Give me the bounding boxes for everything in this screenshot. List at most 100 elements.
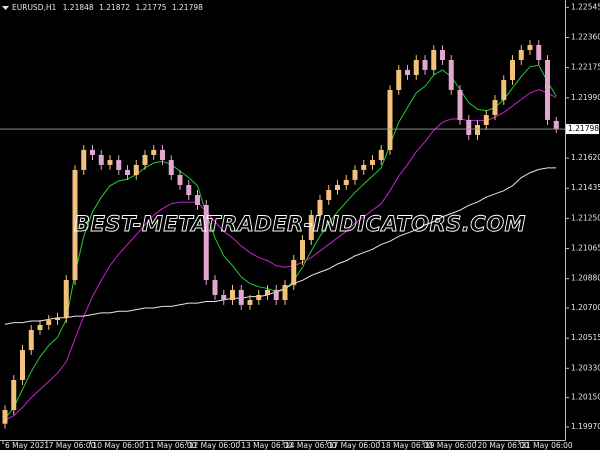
y-tick-label: 1.22545 bbox=[571, 2, 600, 11]
y-tick-label: 1.20330 bbox=[571, 363, 600, 372]
candle-body bbox=[335, 184, 340, 191]
x-tick-label: 11 May 06:00 bbox=[145, 441, 197, 450]
x-tick-label: 13 May 06:00 bbox=[241, 441, 293, 450]
candle-body bbox=[273, 289, 279, 301]
watermark: BEST-METATRADER-INDICATORS.COM bbox=[74, 212, 526, 236]
moving-averages bbox=[4, 64, 557, 421]
candle-body bbox=[265, 289, 270, 295]
y-tick-label: 1.21250 bbox=[571, 213, 600, 222]
candle-body bbox=[177, 175, 183, 185]
candle-body bbox=[300, 240, 305, 260]
x-tick-label: 6 May 2021 bbox=[5, 441, 49, 450]
candle-body bbox=[125, 169, 130, 176]
x-tick-label: 20 May 06:00 bbox=[478, 441, 530, 450]
x-tick-label: 17 May 06:00 bbox=[329, 441, 381, 450]
chart-header: EURUSD,H1 1.21848 1.21872 1.21775 1.2179… bbox=[12, 3, 203, 12]
x-tick-label: 7 May 06:00 bbox=[49, 441, 96, 450]
candle-body bbox=[501, 80, 507, 101]
candle-body bbox=[247, 300, 253, 305]
candle-body bbox=[466, 119, 472, 135]
candle-body bbox=[492, 100, 498, 116]
candle-body bbox=[448, 59, 454, 90]
candle-body bbox=[396, 69, 402, 90]
candle-body bbox=[63, 279, 69, 318]
candle-body bbox=[343, 179, 349, 185]
candle-body bbox=[308, 214, 314, 241]
candle-body bbox=[518, 50, 524, 60]
candle-body bbox=[98, 154, 104, 165]
last-low: 1.21775 bbox=[135, 3, 166, 12]
y-tick-label: 1.20515 bbox=[571, 333, 600, 342]
candle-body bbox=[370, 160, 375, 165]
candle-body bbox=[440, 50, 445, 60]
candle-body bbox=[151, 149, 157, 155]
candle-body bbox=[90, 149, 95, 155]
candle-body bbox=[431, 50, 437, 70]
symbol: EURUSD,H1 bbox=[12, 3, 56, 12]
symbol-icon bbox=[2, 6, 9, 10]
candle-body bbox=[142, 154, 148, 165]
y-tick-label: 1.20880 bbox=[571, 274, 600, 283]
candle-body bbox=[28, 330, 34, 351]
candle-body bbox=[238, 289, 244, 305]
candle-body bbox=[326, 190, 332, 200]
candle-body bbox=[422, 59, 428, 70]
candle-body bbox=[230, 289, 235, 301]
candle-body bbox=[405, 69, 410, 75]
candle-body bbox=[510, 59, 515, 81]
candle-body bbox=[291, 259, 297, 286]
candle-body bbox=[545, 59, 550, 120]
candle-body bbox=[387, 89, 393, 150]
candle-body bbox=[186, 184, 192, 196]
last-open: 1.21848 bbox=[63, 3, 94, 12]
y-tick-label: 1.20700 bbox=[571, 303, 600, 312]
moving-average-line bbox=[4, 64, 557, 420]
candle-body bbox=[317, 199, 323, 215]
candle-body bbox=[55, 317, 60, 321]
candle-body bbox=[256, 294, 262, 301]
current-price-box bbox=[566, 124, 599, 135]
current-price-label: 1.21798 bbox=[568, 124, 599, 133]
y-tick-label: 1.19970 bbox=[571, 422, 600, 431]
candle-body bbox=[72, 169, 78, 280]
candle-body bbox=[195, 195, 200, 206]
y-tick-label: 1.21435 bbox=[571, 183, 600, 192]
x-tick-label: 21 May 06:00 bbox=[521, 441, 573, 450]
candles bbox=[2, 40, 559, 429]
x-tick-label: 12 May 06:00 bbox=[189, 441, 241, 450]
last-high: 1.21872 bbox=[99, 3, 130, 12]
candle-body bbox=[457, 89, 463, 120]
candle-body bbox=[352, 169, 358, 180]
y-tick-label: 1.20150 bbox=[571, 393, 600, 402]
candle-body bbox=[160, 149, 165, 161]
candle-body bbox=[475, 124, 480, 135]
y-tick-label: 1.21620 bbox=[571, 153, 600, 162]
candle-body bbox=[536, 44, 542, 60]
candle-body bbox=[212, 279, 218, 295]
candle-body bbox=[37, 324, 43, 330]
candle-body bbox=[133, 164, 139, 176]
candle-body bbox=[107, 160, 113, 165]
moving-average-line bbox=[4, 89, 557, 421]
candle-body bbox=[378, 149, 384, 161]
x-tick-label: 10 May 06:00 bbox=[93, 441, 145, 450]
candle-body bbox=[553, 120, 559, 130]
y-tick-label: 1.21065 bbox=[571, 244, 600, 253]
y-tick-label: 1.21990 bbox=[571, 93, 600, 102]
y-tick-label: 1.22175 bbox=[571, 63, 600, 72]
candle-body bbox=[116, 160, 122, 170]
candle-body bbox=[221, 294, 227, 301]
x-tick-label: 14 May 06:00 bbox=[285, 441, 337, 450]
candle-body bbox=[20, 350, 25, 381]
candle-body bbox=[81, 149, 87, 170]
last-close: 1.21798 bbox=[172, 3, 203, 12]
candle-body bbox=[46, 320, 52, 325]
candle-body bbox=[203, 205, 209, 280]
candle-body bbox=[413, 59, 419, 75]
y-tick-label: 1.22360 bbox=[571, 32, 600, 41]
x-tick-label: 18 May 06:00 bbox=[381, 441, 433, 450]
candle-body bbox=[282, 285, 288, 301]
moving-average-line bbox=[4, 167, 557, 325]
